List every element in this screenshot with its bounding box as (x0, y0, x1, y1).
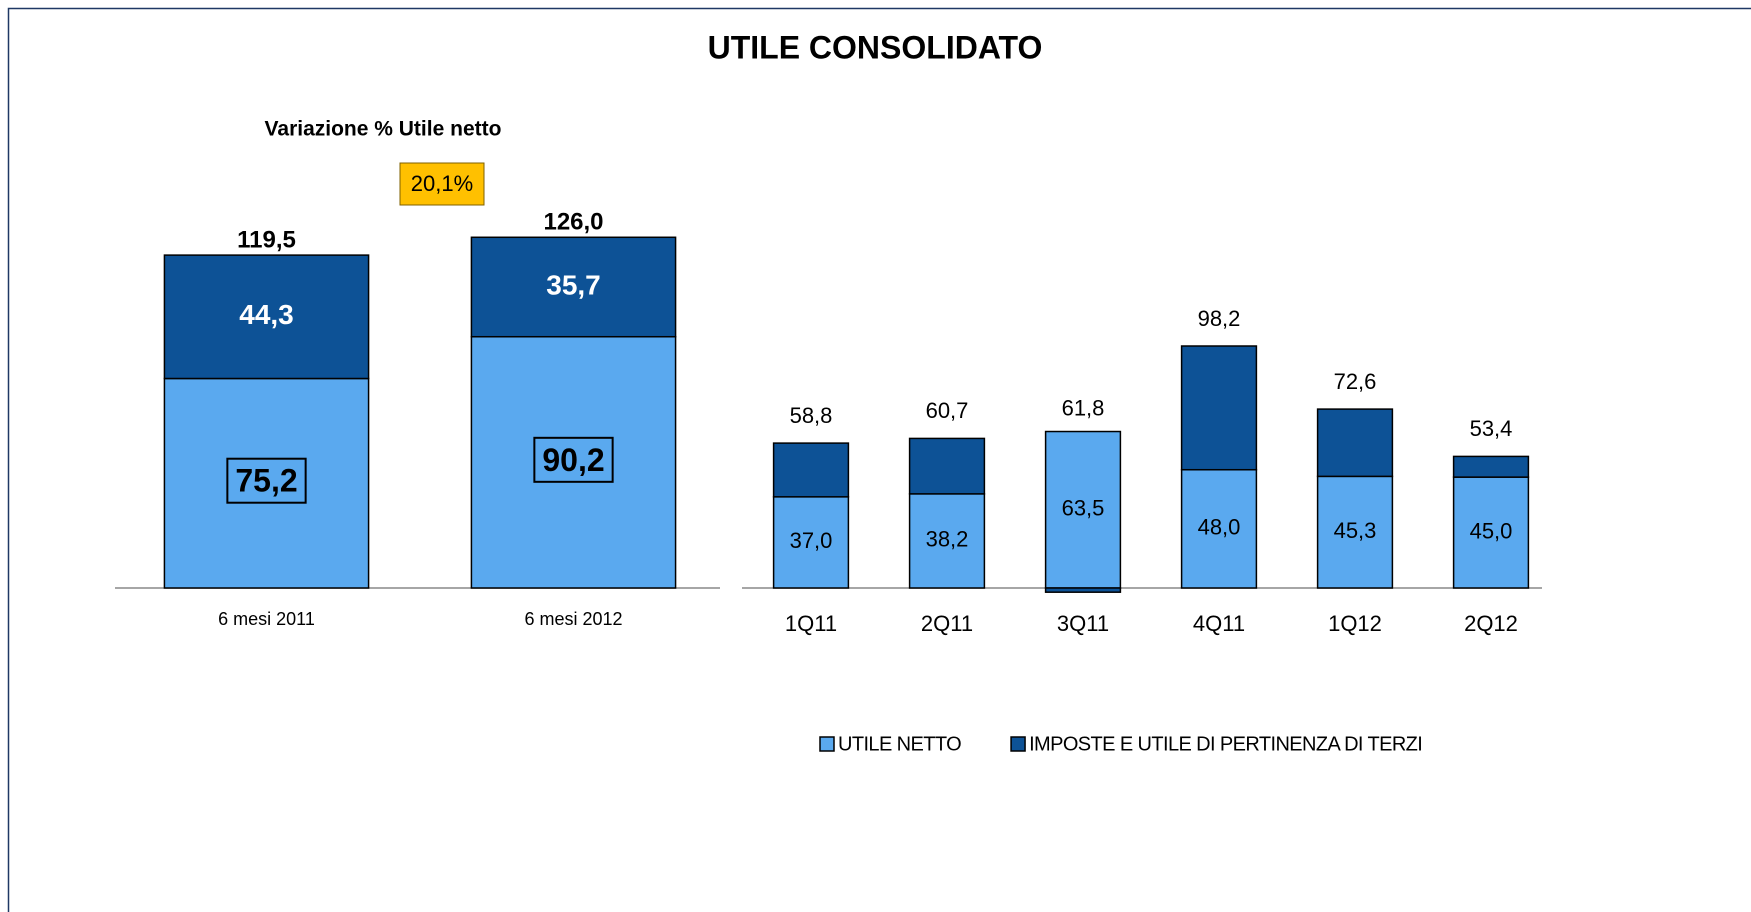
total-label: 60,7 (926, 398, 969, 423)
bar-segment (470, 236, 677, 338)
bar-segment (1180, 468, 1258, 589)
value-label: 48,0 (1198, 515, 1241, 540)
bar-segment (908, 493, 986, 589)
legend-swatch (1010, 736, 1026, 752)
value-label-box (226, 457, 307, 504)
bar-segment (163, 377, 370, 589)
x-tick-label: 6 mesi 2012 (524, 609, 622, 629)
bar-segment (772, 442, 850, 498)
total-label: 119,5 (237, 226, 296, 253)
bar-segment (163, 254, 370, 380)
bar-segment (470, 335, 677, 589)
subtitle: Variazione % Utile netto (265, 118, 502, 141)
total-label: 58,8 (790, 403, 833, 428)
x-tick-label: 4Q11 (1193, 611, 1245, 636)
value-label-box (533, 436, 614, 483)
legend-swatch (819, 736, 835, 752)
bar-segment (1452, 455, 1530, 478)
total-label: 126,0 (543, 208, 603, 235)
x-tick-label: 2Q12 (1464, 611, 1518, 636)
total-label: 72,6 (1334, 369, 1377, 394)
bar-segment (1044, 587, 1122, 593)
total-label: 98,2 (1198, 306, 1241, 331)
bar-segment (772, 496, 850, 589)
value-label: 90,2 (542, 442, 604, 478)
bar-segment (908, 437, 986, 495)
x-tick-label: 3Q11 (1057, 611, 1109, 636)
value-label: 38,2 (926, 527, 969, 552)
x-tick-label: 1Q12 (1328, 611, 1382, 636)
value-label: 45,0 (1470, 518, 1513, 543)
annotation: 20,1% (411, 171, 473, 196)
total-label: 61,8 (1062, 396, 1105, 421)
value-label: 37,0 (790, 528, 833, 553)
bar-segment (1316, 408, 1394, 478)
value-label: 45,3 (1334, 518, 1377, 543)
bar-segment (1180, 345, 1258, 471)
bar-segment (1316, 475, 1394, 589)
total-label: 53,4 (1470, 416, 1513, 441)
value-label: 35,7 (546, 269, 601, 300)
x-tick-label: 1Q11 (785, 611, 837, 636)
value-label: 75,2 (235, 463, 297, 499)
bar-segment (1044, 430, 1122, 589)
frame (7, 7, 1751, 912)
value-label: 44,3 (239, 299, 294, 330)
legend-label: IMPOSTE E UTILE DI PERTINENZA DI TERZI (1029, 733, 1422, 755)
annotation-box (399, 162, 485, 206)
value-label: 63,5 (1062, 496, 1105, 521)
legend-label: UTILE NETTO (838, 733, 961, 755)
bar-segment (1452, 476, 1530, 589)
x-tick-label: 6 mesi 2011 (218, 609, 315, 629)
x-tick-label: 2Q11 (921, 611, 973, 636)
chart-title: UTILE CONSOLIDATO (708, 29, 1043, 65)
